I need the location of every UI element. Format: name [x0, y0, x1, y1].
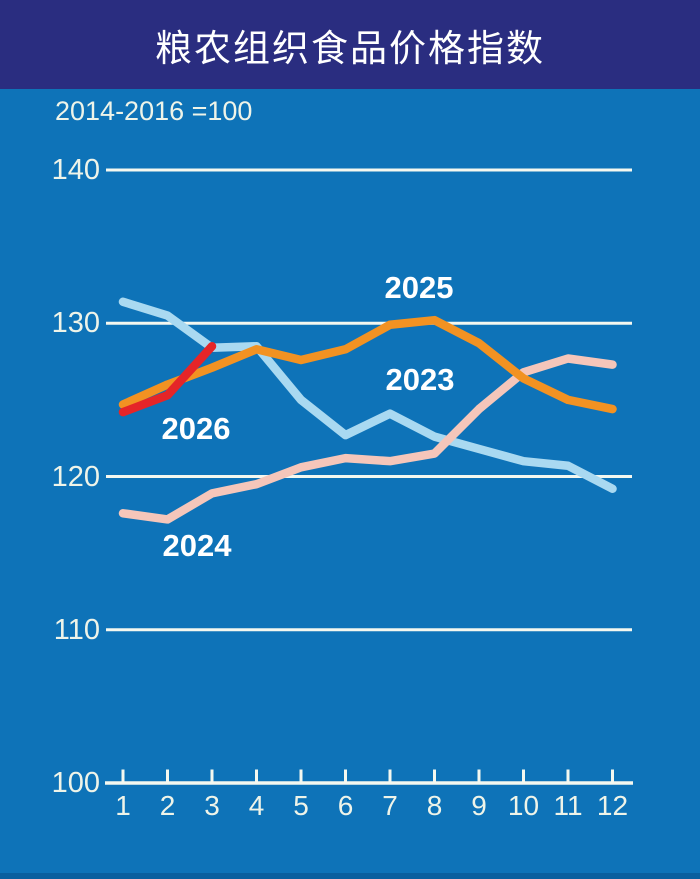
- y-tick-label-100: 100: [51, 767, 100, 799]
- chart-header: 粮农组织食品价格指数: [0, 0, 700, 89]
- x-tick-label-11: 11: [553, 790, 583, 821]
- x-tick-label-4: 4: [248, 790, 265, 821]
- series-label-2024: 2024: [162, 528, 232, 563]
- series-line-2024: [118, 354, 617, 524]
- x-tick-label-7: 7: [382, 790, 398, 821]
- y-tick-label-140: 140: [51, 154, 100, 186]
- x-tick-label-9: 9: [471, 790, 487, 821]
- series-label-2026: 2026: [161, 411, 231, 446]
- y-tick-label-130: 130: [51, 307, 100, 340]
- x-tick-label-5: 5: [293, 790, 309, 821]
- series-label-2023: 2023: [385, 362, 455, 397]
- y-tick-label-110: 110: [53, 613, 100, 646]
- x-tick-label-8: 8: [426, 790, 443, 821]
- y-tick-label-120: 120: [51, 460, 100, 493]
- x-tick-label-6: 6: [337, 790, 354, 821]
- x-tick-label-10: 10: [507, 790, 540, 821]
- chart-title: 粮农组织食品价格指数: [155, 26, 545, 70]
- series-label-2025: 2025: [384, 270, 454, 305]
- x-tick-label-1: 1: [115, 790, 131, 821]
- x-tick-label-12: 12: [596, 790, 629, 821]
- bottom-edge-strip: [0, 873, 700, 879]
- series-line-2025: [118, 315, 617, 414]
- x-tick-label-3: 3: [204, 790, 220, 821]
- index-base-note: 2014-2016 =100: [55, 96, 253, 126]
- series-line-2023: [118, 297, 617, 494]
- series-line-2026: [118, 341, 217, 417]
- x-tick-label-2: 2: [159, 790, 176, 821]
